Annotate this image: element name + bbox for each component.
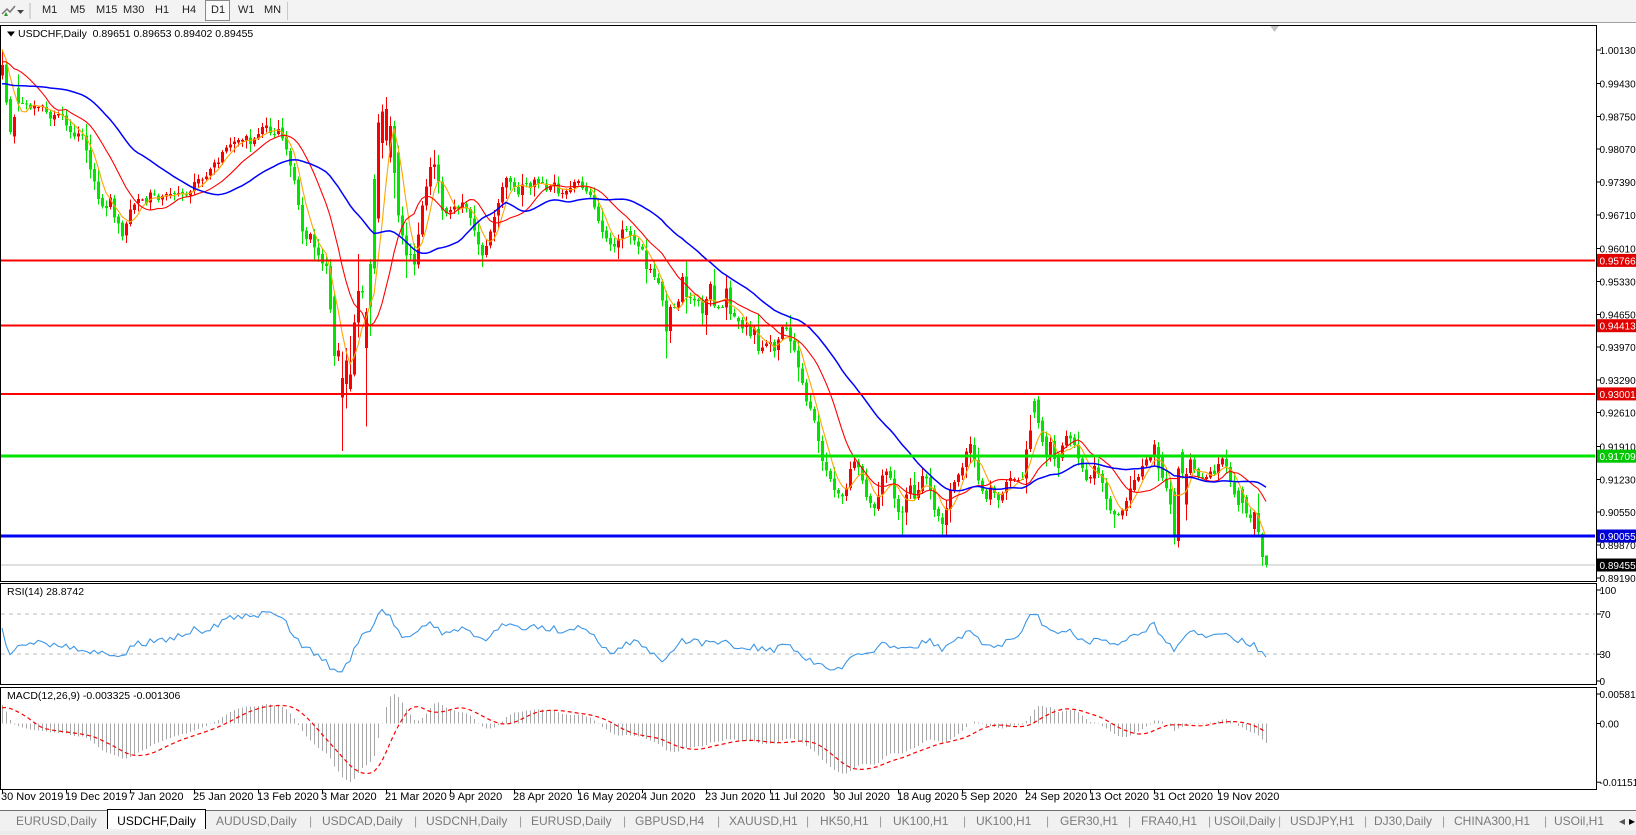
- svg-text:30 Jul 2020: 30 Jul 2020: [833, 791, 890, 803]
- svg-text:0.93290: 0.93290: [1600, 376, 1636, 387]
- svg-text:0.99430: 0.99430: [1600, 80, 1636, 91]
- svg-text:9 Apr 2020: 9 Apr 2020: [449, 791, 502, 803]
- svg-text:0.89870: 0.89870: [1600, 541, 1636, 552]
- svg-text:31 Oct 2020: 31 Oct 2020: [1153, 791, 1213, 803]
- svg-text:13 Feb 2020: 13 Feb 2020: [257, 791, 319, 803]
- svg-text:5 Sep 2020: 5 Sep 2020: [961, 791, 1017, 803]
- svg-text:23 Jun 2020: 23 Jun 2020: [705, 791, 766, 803]
- svg-text:4 Jun 2020: 4 Jun 2020: [641, 791, 695, 803]
- svg-text:3 Mar 2020: 3 Mar 2020: [321, 791, 377, 803]
- svg-text:0.90550: 0.90550: [1600, 508, 1636, 519]
- svg-text:25 Jan 2020: 25 Jan 2020: [193, 791, 254, 803]
- svg-text:RSI(14) 28.8742: RSI(14) 28.8742: [7, 586, 84, 598]
- svg-text:100: 100: [1600, 586, 1617, 597]
- svg-text:USDCHF,Daily 0.89651 0.89653: USDCHF,Daily 0.89651 0.89653 0.89402 0.8…: [18, 28, 253, 40]
- svg-text:0.91230: 0.91230: [1600, 475, 1636, 486]
- svg-text:24 Sep 2020: 24 Sep 2020: [1025, 791, 1087, 803]
- svg-text:0.90055: 0.90055: [1600, 532, 1636, 543]
- svg-text:0.96710: 0.96710: [1600, 211, 1636, 222]
- svg-text:0.96010: 0.96010: [1600, 245, 1636, 256]
- svg-text:0.00: 0.00: [1600, 720, 1620, 731]
- svg-text:MACD(12,26,9) -0.003325 -0.001: MACD(12,26,9) -0.003325 -0.001306: [7, 690, 181, 702]
- svg-text:16 May 2020: 16 May 2020: [577, 791, 641, 803]
- svg-text:0.91910: 0.91910: [1600, 443, 1636, 454]
- svg-text:0.95766: 0.95766: [1600, 256, 1636, 267]
- svg-text:28 Apr 2020: 28 Apr 2020: [513, 791, 572, 803]
- svg-text:0.95330: 0.95330: [1600, 278, 1636, 289]
- svg-text:19 Nov 2020: 19 Nov 2020: [1217, 791, 1279, 803]
- svg-text:11 Jul 2020: 11 Jul 2020: [769, 791, 825, 803]
- svg-text:0.89455: 0.89455: [1600, 561, 1636, 572]
- svg-text:0.93001: 0.93001: [1600, 390, 1636, 401]
- svg-text:13 Oct 2020: 13 Oct 2020: [1089, 791, 1149, 803]
- svg-text:0.93970: 0.93970: [1600, 343, 1636, 354]
- svg-text:0.005818: 0.005818: [1600, 690, 1636, 701]
- svg-text:0.98750: 0.98750: [1600, 112, 1636, 123]
- svg-text:0.97390: 0.97390: [1600, 178, 1636, 189]
- svg-text:18 Aug 2020: 18 Aug 2020: [897, 791, 959, 803]
- svg-text:0.98070: 0.98070: [1600, 145, 1636, 156]
- svg-text:0: 0: [1600, 677, 1606, 688]
- svg-text:-0.011514: -0.011514: [1600, 778, 1636, 789]
- svg-text:0.89190: 0.89190: [1600, 574, 1636, 585]
- svg-text:21 Mar 2020: 21 Mar 2020: [385, 791, 447, 803]
- svg-text:7 Jan 2020: 7 Jan 2020: [129, 791, 183, 803]
- svg-text:0.94413: 0.94413: [1600, 322, 1636, 333]
- svg-text:0.91709: 0.91709: [1600, 452, 1636, 463]
- svg-text:19 Dec 2019: 19 Dec 2019: [65, 791, 127, 803]
- svg-text:70: 70: [1600, 610, 1612, 621]
- svg-text:0.94650: 0.94650: [1600, 310, 1636, 321]
- svg-text:0.92610: 0.92610: [1600, 409, 1636, 420]
- svg-text:30 Nov 2019: 30 Nov 2019: [1, 791, 63, 803]
- svg-text:1.00130: 1.00130: [1600, 46, 1636, 57]
- svg-text:30: 30: [1600, 650, 1612, 661]
